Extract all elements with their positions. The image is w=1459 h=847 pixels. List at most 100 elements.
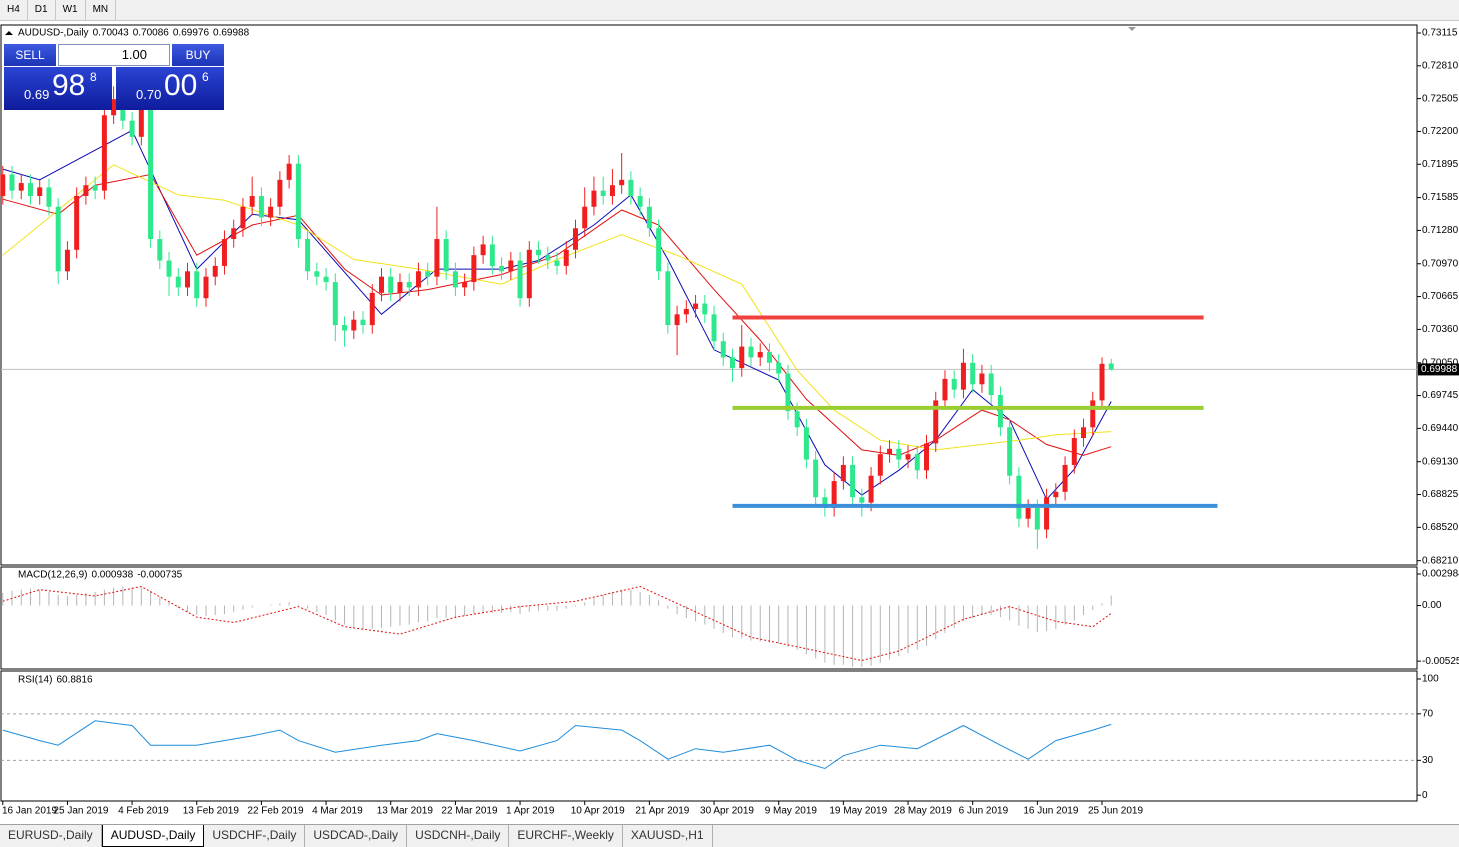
candle-body xyxy=(175,276,181,288)
candle-body xyxy=(619,179,625,186)
candle-body xyxy=(388,276,394,293)
candle-body xyxy=(896,448,902,460)
candle-body xyxy=(203,276,209,299)
indicator-label: 0.000938 xyxy=(91,570,133,581)
chart-tab[interactable]: USDCNH-,Daily xyxy=(407,825,510,847)
x-tick-label: 16 Jan 2019 xyxy=(2,806,57,817)
candle-body xyxy=(914,454,920,471)
candle-body xyxy=(526,249,532,299)
candle-body xyxy=(489,244,495,266)
x-tick-label: 9 May 2019 xyxy=(765,806,818,817)
price-tag xyxy=(1418,363,1459,376)
chart-tab[interactable]: EURUSD-,Daily xyxy=(0,825,102,847)
timeframe-button[interactable]: MN xyxy=(86,0,117,20)
price-pane xyxy=(0,24,1418,566)
candle-body xyxy=(221,239,227,266)
timeframe-button[interactable]: D1 xyxy=(28,0,56,20)
candle-body xyxy=(64,249,70,272)
timeframe-toolbar: H4 D1 W1 MN xyxy=(0,0,1459,21)
x-tick-label: 4 Feb 2019 xyxy=(118,806,169,817)
indicator-label: 0.70086 xyxy=(133,28,170,39)
candle-body xyxy=(933,400,939,444)
candle-body xyxy=(499,265,505,272)
buy-button[interactable]: BUY xyxy=(172,44,224,66)
y-tick-label: 0.68520 xyxy=(1422,522,1459,533)
candle-body xyxy=(323,276,329,283)
candle-body xyxy=(258,195,264,218)
candle-body xyxy=(314,271,320,277)
x-tick-label: 30 Apr 2019 xyxy=(700,806,754,817)
timeframe-button[interactable]: W1 xyxy=(56,0,86,20)
candle-body xyxy=(1062,464,1068,492)
moving-average xyxy=(2,164,1112,451)
sell-price[interactable]: 0.69 98 8 xyxy=(4,67,112,110)
candle-body xyxy=(831,481,837,508)
buy-price[interactable]: 0.70 00 6 xyxy=(116,67,224,110)
lot-input[interactable]: 1.00 xyxy=(58,44,170,66)
candle-body xyxy=(27,183,33,196)
candle-body xyxy=(1071,438,1077,465)
candle-body xyxy=(1016,475,1022,519)
y-tick-label: 0.71585 xyxy=(1422,192,1459,203)
candle-body xyxy=(351,319,357,331)
indicator-label: RSI(14) xyxy=(18,675,52,686)
indicator-label: MACD(12,26,9) xyxy=(18,570,87,581)
candle-body xyxy=(997,395,1003,428)
candle-body xyxy=(185,271,191,288)
candle-body xyxy=(406,282,412,288)
chart-tab[interactable]: USDCAD-,Daily xyxy=(305,825,408,847)
chart-tab[interactable]: AUDUSD-,Daily xyxy=(101,825,205,847)
candle-body xyxy=(240,206,246,229)
price-big: 0.70 xyxy=(136,87,162,102)
y-tick-label: 0.68825 xyxy=(1422,489,1459,500)
candle-body xyxy=(591,190,597,207)
x-tick-label: 25 Jun 2019 xyxy=(1088,806,1143,817)
indicator-label: 0.69976 xyxy=(173,28,210,39)
price-point: 8 xyxy=(90,70,97,84)
macd-pane xyxy=(0,566,1418,670)
candle-body xyxy=(720,341,726,358)
candle-body xyxy=(101,115,107,191)
candle-body xyxy=(9,174,15,191)
candle-body xyxy=(415,271,421,288)
shift-marker xyxy=(1128,27,1136,31)
y-tick-label: 0.72810 xyxy=(1422,60,1459,71)
candle-body xyxy=(342,325,348,331)
rsi-pane xyxy=(0,670,1418,802)
chart-tab[interactable]: EURCHF-,Weekly xyxy=(509,825,623,847)
candle-body xyxy=(166,260,172,277)
chart-tab[interactable]: XAUUSD-,H1 xyxy=(623,825,713,847)
candle-body xyxy=(628,179,634,196)
candle-body xyxy=(536,249,542,256)
x-tick-label: 21 Apr 2019 xyxy=(635,806,689,817)
moving-average xyxy=(2,173,1112,456)
chart-tab[interactable]: USDCHF-,Daily xyxy=(204,825,306,847)
candle-body xyxy=(1007,427,1013,476)
candle-body xyxy=(1090,400,1096,428)
moving-average xyxy=(2,129,1112,501)
timeframe-button[interactable]: H4 xyxy=(0,0,28,20)
candle-body xyxy=(1034,507,1040,530)
candle-body xyxy=(379,276,384,293)
candle-body xyxy=(730,357,736,369)
candle-body xyxy=(674,314,680,326)
candle-body xyxy=(877,454,883,476)
candle-body xyxy=(0,174,6,196)
candle-body xyxy=(480,244,486,256)
candle-body xyxy=(951,378,957,390)
sell-button[interactable]: SELL xyxy=(4,44,56,66)
candle-body xyxy=(1099,363,1105,401)
candle-body xyxy=(231,228,237,240)
candle-body xyxy=(471,255,477,283)
x-tick-label: 19 May 2019 xyxy=(829,806,887,817)
header-marker xyxy=(5,31,13,35)
x-tick-label: 16 Jun 2019 xyxy=(1023,806,1078,817)
candle-body xyxy=(924,443,929,471)
candle-body xyxy=(656,228,662,272)
candle-body xyxy=(425,271,431,277)
y-tick-label: 0.72505 xyxy=(1422,93,1459,104)
chart-window: 0.73115 0.72810 0.72505 0.72200 0.71895 0.715… xyxy=(0,24,1459,817)
price-pips: 98 xyxy=(52,69,86,102)
candle-body xyxy=(443,239,449,272)
candle-body xyxy=(905,454,911,460)
